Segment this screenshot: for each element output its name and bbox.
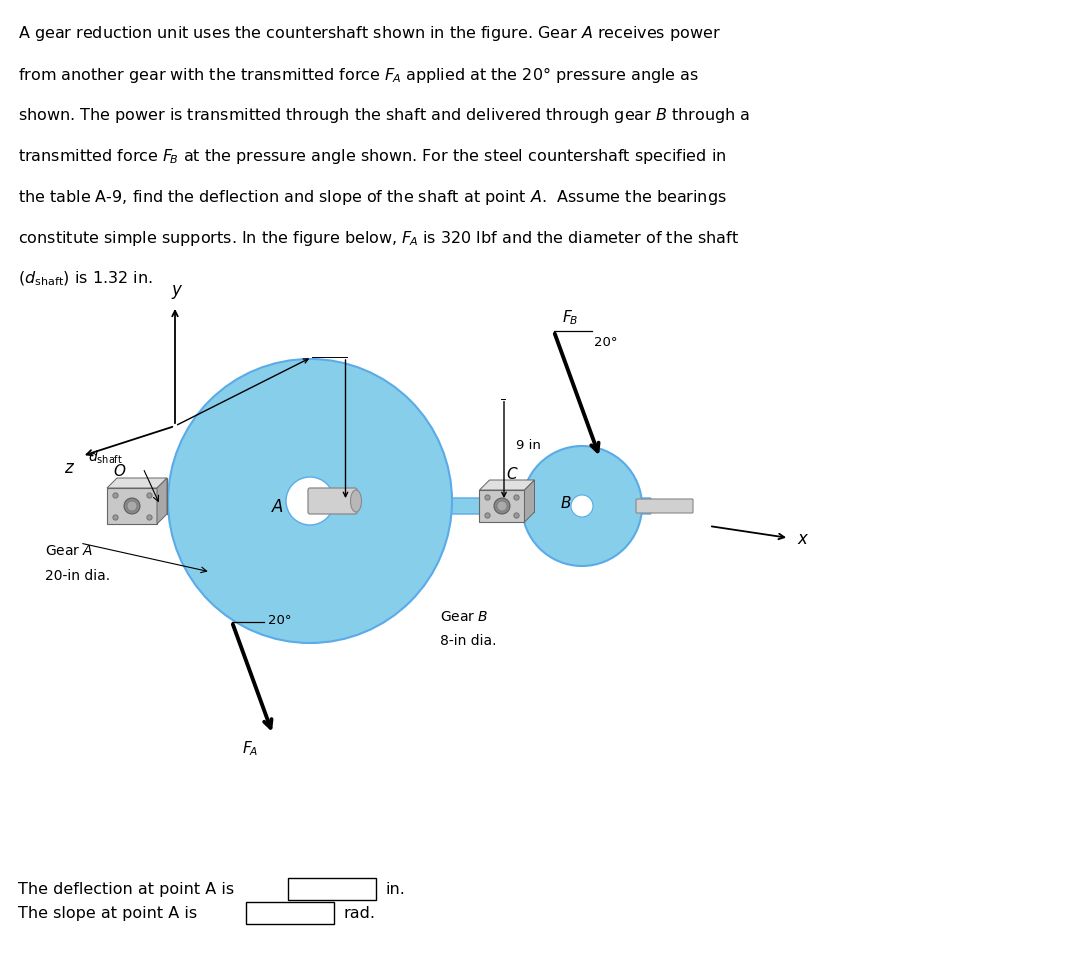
Text: ($d_{\rm shaft}$) is 1.32 in.: ($d_{\rm shaft}$) is 1.32 in.: [18, 270, 153, 288]
Ellipse shape: [124, 499, 140, 514]
Text: 20°: 20°: [594, 335, 617, 349]
Polygon shape: [107, 479, 167, 488]
Text: $z$: $z$: [64, 458, 75, 477]
Text: Gear $A$: Gear $A$: [45, 543, 93, 557]
Text: shown. The power is transmitted through the shaft and delivered through gear $\m: shown. The power is transmitted through …: [18, 106, 750, 125]
Text: The slope at point A is: The slope at point A is: [18, 905, 197, 921]
Text: $O$: $O$: [114, 462, 126, 479]
Text: 8-in dia.: 8-in dia.: [440, 633, 496, 648]
Text: $F_{\!B}$: $F_{\!B}$: [562, 308, 578, 327]
Ellipse shape: [571, 496, 593, 517]
Ellipse shape: [497, 502, 507, 511]
Text: $F_{\!A}$: $F_{\!A}$: [242, 739, 258, 757]
Text: 16 in: 16 in: [266, 367, 299, 381]
Text: 20-in dia.: 20-in dia.: [45, 568, 110, 582]
FancyBboxPatch shape: [308, 488, 357, 514]
FancyBboxPatch shape: [636, 500, 693, 513]
Text: $B$: $B$: [561, 495, 571, 510]
Text: transmitted force $F_{\!B}$ at the pressure angle shown. For the steel countersh: transmitted force $F_{\!B}$ at the press…: [18, 147, 727, 166]
Ellipse shape: [286, 478, 334, 526]
Polygon shape: [157, 479, 167, 525]
Ellipse shape: [351, 490, 361, 512]
Ellipse shape: [494, 499, 510, 514]
Text: rad.: rad.: [344, 905, 376, 921]
Text: A gear reduction unit uses the countershaft shown in the figure. Gear $\mathit{A: A gear reduction unit uses the countersh…: [18, 24, 720, 43]
Text: constitute simple supports. In the figure below, $F_{\!A}$ is 320 lbf and the di: constitute simple supports. In the figur…: [18, 229, 739, 248]
Text: $C$: $C$: [506, 465, 518, 481]
Text: in.: in.: [386, 881, 406, 897]
Polygon shape: [117, 479, 167, 514]
Text: the table A-9, find the deflection and slope of the shaft at point $\mathit{A}$.: the table A-9, find the deflection and s…: [18, 187, 727, 207]
Text: 9 in: 9 in: [516, 438, 541, 452]
FancyBboxPatch shape: [245, 902, 334, 924]
Text: from another gear with the transmitted force $F_{\!A}$ applied at the 20° pressu: from another gear with the transmitted f…: [18, 65, 699, 85]
Polygon shape: [479, 480, 535, 490]
Text: Gear $B$: Gear $B$: [440, 609, 489, 624]
Polygon shape: [479, 490, 524, 523]
Polygon shape: [490, 480, 535, 512]
Ellipse shape: [126, 502, 137, 511]
Polygon shape: [107, 488, 157, 525]
Polygon shape: [524, 480, 535, 523]
FancyBboxPatch shape: [144, 499, 651, 514]
Text: 14 in: 14 in: [354, 412, 387, 425]
Text: The deflection at point A is: The deflection at point A is: [18, 881, 234, 897]
Text: $x$: $x$: [796, 530, 809, 548]
Ellipse shape: [522, 447, 642, 566]
Text: $d_{\rm shaft}$: $d_{\rm shaft}$: [88, 448, 123, 465]
Ellipse shape: [168, 359, 452, 643]
Text: 20°: 20°: [268, 613, 292, 627]
FancyBboxPatch shape: [288, 878, 376, 900]
Text: $y$: $y$: [170, 283, 183, 301]
Text: $A$: $A$: [271, 498, 284, 515]
